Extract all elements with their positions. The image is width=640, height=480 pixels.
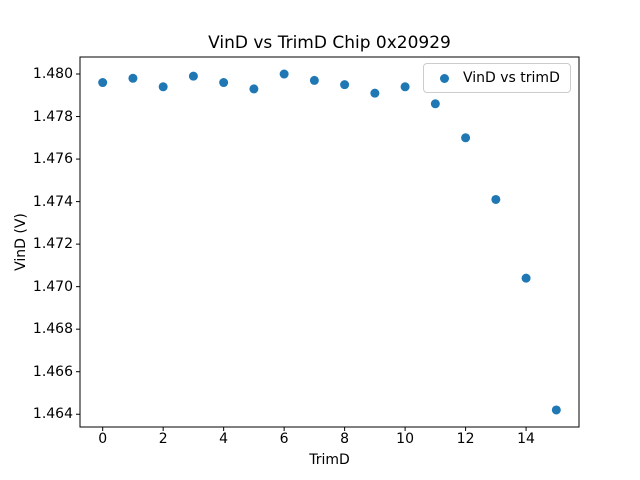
y-tick-label: 1.476 [32, 151, 73, 168]
scatter-point [309, 75, 319, 85]
legend: VinD vs trimD [423, 63, 571, 93]
y-tick-label: 1.470 [32, 278, 73, 295]
scatter-point [98, 78, 108, 88]
x-tick-label: 8 [340, 431, 350, 447]
chart-title: VinD vs TrimD Chip 0x20929 [208, 33, 451, 53]
scatter-point [219, 78, 229, 88]
legend-marker-icon [440, 73, 449, 83]
scatter-point [430, 99, 440, 109]
scatter-point [340, 80, 350, 90]
y-tick-label: 1.474 [32, 193, 73, 210]
y-tick-label: 1.472 [32, 236, 73, 253]
y-tick-label: 1.480 [32, 66, 73, 82]
scatter-point [158, 82, 168, 92]
y-tick-label: 1.478 [32, 108, 73, 125]
legend-label: VinD vs trimD [463, 70, 560, 86]
x-tick-label: 2 [158, 431, 168, 447]
x-tick-label: 10 [396, 431, 414, 447]
x-tick-label: 12 [456, 431, 475, 447]
x-tick-label: 0 [98, 431, 108, 447]
scatter-point [521, 273, 531, 283]
scatter-point [188, 71, 198, 81]
scatter-point [128, 73, 138, 83]
x-tick-label: 6 [279, 431, 289, 447]
y-tick-label: 1.468 [32, 321, 73, 338]
scatter-point [370, 88, 380, 98]
y-tick-label: 1.464 [32, 406, 73, 423]
scatter-point [279, 69, 289, 79]
scatter-point [461, 133, 471, 143]
y-tick-label: 1.466 [32, 363, 73, 380]
scatter-point [491, 194, 501, 204]
scatter-point [551, 405, 561, 415]
axes-spines [79, 56, 580, 428]
scatter-point [400, 82, 410, 92]
x-axis-label: TrimD [309, 452, 350, 468]
x-tick-label: 14 [517, 431, 535, 447]
x-tick-label: 4 [219, 431, 229, 447]
scatter-point [249, 84, 259, 94]
